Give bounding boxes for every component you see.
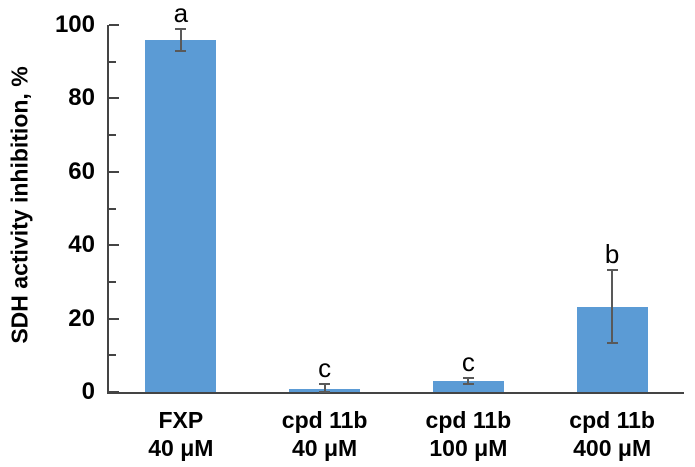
y-major-tick (109, 244, 119, 247)
y-minor-tick (109, 280, 116, 283)
error-bar-line (323, 383, 326, 392)
error-bar-line (179, 28, 182, 51)
y-tick-label: 0 (81, 378, 95, 405)
error-bar-cap (462, 382, 474, 385)
y-major-tick (109, 317, 119, 320)
error-bar-cap (319, 391, 331, 393)
x-category-label: cpd 11b 40 μM (281, 407, 368, 461)
significance-letter: a (173, 0, 189, 28)
y-major-tick (109, 97, 119, 100)
x-category-label: cpd 11b 100 μM (425, 407, 512, 461)
significance-letter: b (604, 238, 620, 269)
y-tick-label: 80 (68, 84, 95, 112)
x-category-label: FXP 40 μM (148, 407, 214, 461)
significance-letter: c (318, 352, 332, 383)
error-bar-cap (606, 342, 618, 345)
y-tick-label: 100 (54, 11, 95, 38)
plot-area: 0 20 40 60 80 100 a c c b FXP 40 μM cpd 11b 40 μM… (55, 0, 684, 461)
significance-letter: c (461, 347, 475, 378)
y-tick-label: 20 (68, 304, 95, 332)
error-bar-cap (462, 377, 474, 380)
error-bar-cap (606, 268, 618, 271)
y-major-tick (109, 170, 119, 173)
x-category-label: cpd 11b 400 μM (569, 407, 655, 461)
error-bar-cap (175, 27, 187, 30)
error-bar-line (467, 378, 470, 384)
bar (145, 39, 217, 392)
y-minor-tick (109, 207, 116, 210)
y-major-tick (109, 391, 119, 393)
y-minor-tick (109, 354, 116, 357)
y-minor-tick (109, 60, 116, 63)
error-bar-cap (175, 49, 187, 52)
error-bar-cap (319, 382, 331, 385)
y-tick-label: 40 (68, 231, 95, 259)
y-major-tick (109, 24, 119, 26)
error-bar-line (611, 269, 614, 344)
bar (432, 381, 504, 392)
y-minor-tick (109, 134, 116, 137)
y-tick-label: 60 (68, 157, 95, 185)
